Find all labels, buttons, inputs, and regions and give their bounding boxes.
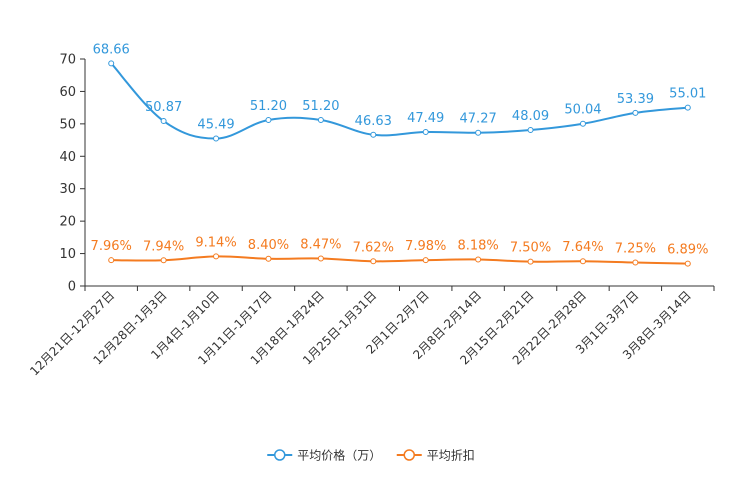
y-tick-label: 70	[59, 53, 76, 68]
data-label: 50.87	[145, 100, 182, 115]
data-label: 7.96%	[91, 239, 132, 254]
data-point[interactable]	[527, 258, 534, 265]
x-tick-label: 12月21日-12月27日	[27, 288, 117, 378]
data-points	[108, 60, 691, 267]
data-point[interactable]	[317, 255, 324, 262]
y-tick-label: 10	[59, 247, 76, 262]
data-point[interactable]	[317, 116, 324, 123]
y-tick-label: 20	[59, 215, 76, 230]
data-label: 8.47%	[300, 238, 341, 253]
data-label: 46.63	[355, 114, 392, 129]
data-label: 7.25%	[615, 241, 656, 256]
legend-label: 平均价格（万）	[297, 448, 381, 463]
data-point[interactable]	[265, 255, 272, 262]
data-point[interactable]	[422, 128, 429, 135]
series-lines	[110, 62, 688, 265]
legend-item-0[interactable]: 平均价格（万）	[267, 448, 381, 463]
data-labels: 68.66 50.87 45.49 51.20 51.20 46.63 47.49 47.27…	[91, 42, 709, 257]
data-point[interactable]	[108, 60, 115, 67]
data-label: 68.66	[93, 42, 130, 57]
data-label: 8.40%	[248, 238, 289, 253]
y-tick-label: 50	[59, 117, 76, 132]
legend-item-1[interactable]: 平均折扣	[396, 448, 475, 463]
data-label: 45.49	[197, 117, 234, 132]
data-point[interactable]	[160, 257, 167, 264]
legend-marker-icon	[403, 449, 415, 461]
data-label: 7.98%	[405, 239, 446, 254]
data-label: 7.62%	[353, 240, 394, 255]
data-label: 9.14%	[195, 235, 236, 250]
data-label: 7.50%	[510, 241, 551, 256]
data-point[interactable]	[684, 104, 691, 111]
data-point[interactable]	[475, 256, 482, 263]
data-label: 47.49	[407, 111, 444, 126]
data-label: 6.89%	[667, 243, 708, 258]
legend-label: 平均折扣	[427, 448, 475, 463]
series-line-1	[111, 255, 688, 265]
data-label: 53.39	[617, 92, 654, 107]
data-point[interactable]	[160, 118, 167, 125]
legend[interactable]: 平均价格（万） 平均折扣	[267, 448, 475, 463]
data-point[interactable]	[632, 109, 639, 116]
data-label: 48.09	[512, 109, 549, 124]
data-point[interactable]	[527, 127, 534, 134]
data-label: 7.94%	[143, 239, 184, 254]
data-point[interactable]	[475, 129, 482, 136]
data-point[interactable]	[632, 259, 639, 266]
data-point[interactable]	[213, 135, 220, 142]
data-label: 8.18%	[457, 238, 498, 253]
y-tick-label: 40	[59, 150, 76, 165]
data-point[interactable]	[370, 131, 377, 138]
data-point[interactable]	[213, 253, 220, 260]
data-point[interactable]	[684, 260, 691, 267]
data-label: 55.01	[669, 87, 706, 102]
data-point[interactable]	[579, 120, 586, 127]
data-point[interactable]	[370, 258, 377, 265]
legend-marker-icon	[274, 449, 286, 461]
series-line-0	[110, 62, 688, 140]
data-label: 7.64%	[562, 240, 603, 255]
data-label: 47.27	[460, 112, 497, 127]
data-label: 51.20	[250, 99, 287, 114]
y-tick-label: 30	[59, 182, 76, 197]
data-label: 50.04	[564, 103, 601, 118]
axes: 01020304050607012月21日-12月27日12月28日-1月3日1…	[27, 53, 715, 378]
data-point[interactable]	[422, 257, 429, 264]
data-point[interactable]	[108, 257, 115, 264]
data-label: 51.20	[302, 99, 339, 114]
y-tick-label: 60	[59, 85, 76, 100]
y-tick-label: 0	[68, 280, 76, 295]
data-point[interactable]	[579, 258, 586, 265]
data-point[interactable]	[265, 116, 272, 123]
